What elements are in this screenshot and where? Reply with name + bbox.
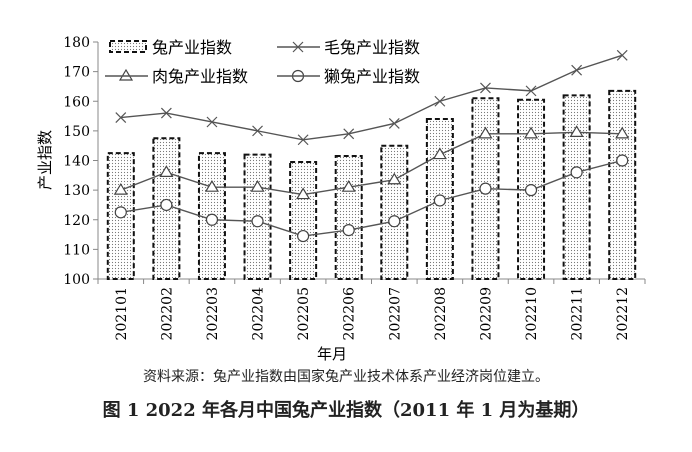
x-tick-label: 202207 xyxy=(387,287,403,340)
data-point xyxy=(523,126,539,139)
series-line xyxy=(120,54,623,141)
series-line xyxy=(120,131,623,196)
data-point xyxy=(250,179,265,192)
bar xyxy=(289,160,318,280)
x-tick-label: 202202 xyxy=(159,287,175,340)
data-point xyxy=(479,182,492,195)
y-tick-label: 130 xyxy=(63,183,90,199)
bar xyxy=(562,94,591,280)
x-tick-label: 202209 xyxy=(478,287,494,340)
data-point xyxy=(524,184,538,197)
data-point xyxy=(387,172,402,185)
data-point xyxy=(115,112,127,123)
data-point xyxy=(114,206,127,219)
data-point xyxy=(341,179,356,192)
data-point xyxy=(569,125,584,137)
x-tick-label: 202206 xyxy=(342,287,358,341)
y-tick-label: 110 xyxy=(63,242,90,258)
data-point xyxy=(478,126,493,139)
y-tick-label: 100 xyxy=(63,272,90,288)
data-point xyxy=(204,179,220,192)
data-point xyxy=(160,198,173,212)
legend-label: 獭兔产业指数 xyxy=(324,67,420,86)
x-tick-label: 202212 xyxy=(615,287,631,340)
data-point xyxy=(480,82,491,94)
data-point xyxy=(570,166,583,179)
bar xyxy=(334,155,363,280)
data-point xyxy=(113,182,128,195)
bar xyxy=(380,144,409,280)
data-point xyxy=(252,125,263,137)
data-point xyxy=(205,213,219,226)
data-point xyxy=(388,215,401,228)
x-tick-label: 202204 xyxy=(251,287,267,341)
data-point xyxy=(297,134,309,146)
data-point xyxy=(434,95,446,107)
x-tick-label: 202208 xyxy=(433,287,449,340)
data-point xyxy=(251,215,264,228)
x-tick-label: 202210 xyxy=(524,287,540,340)
legend-marker xyxy=(118,68,134,81)
bar xyxy=(608,89,637,280)
data-point xyxy=(525,85,537,97)
data-point xyxy=(388,118,400,129)
data-point xyxy=(297,229,310,243)
data-point xyxy=(433,194,446,207)
y-tick-label: 160 xyxy=(63,94,90,110)
y-tick-label: 140 xyxy=(63,154,90,170)
x-tick-label: 202101 xyxy=(114,287,130,340)
y-tick-label: 180 xyxy=(63,35,90,51)
figure-caption: 图 1 2022 年各月中国兔产业指数（2011 年 1 月为基期） xyxy=(102,400,590,421)
x-axis-label: 年月 xyxy=(317,345,347,363)
data-point xyxy=(571,64,583,76)
data-point xyxy=(343,128,355,140)
data-point xyxy=(296,187,311,200)
y-tick-label: 170 xyxy=(63,65,90,81)
data-point xyxy=(432,147,447,160)
legend-swatch xyxy=(109,40,147,53)
y-axis-label: 产业指数 xyxy=(36,130,54,190)
legend-label: 毛兔产业指数 xyxy=(324,38,420,57)
data-point xyxy=(342,224,355,237)
legend-label: 肉兔产业指数 xyxy=(152,67,248,86)
y-tick-label: 150 xyxy=(63,124,90,140)
data-point xyxy=(616,154,629,167)
x-tick-label: 202205 xyxy=(296,287,312,340)
data-point xyxy=(159,165,174,177)
x-tick-label: 202211 xyxy=(570,287,586,340)
data-point xyxy=(206,116,218,128)
data-point xyxy=(615,126,630,139)
legend-label: 兔产业指数 xyxy=(152,38,232,57)
x-tick-label: 202203 xyxy=(205,287,221,340)
source-note: 资料来源：兔产业指数由国家兔产业技术体系产业经济岗位建立。 xyxy=(143,369,549,385)
data-point xyxy=(616,49,628,61)
series-line xyxy=(120,159,623,237)
data-point xyxy=(160,107,172,119)
y-tick-label: 120 xyxy=(63,213,90,229)
